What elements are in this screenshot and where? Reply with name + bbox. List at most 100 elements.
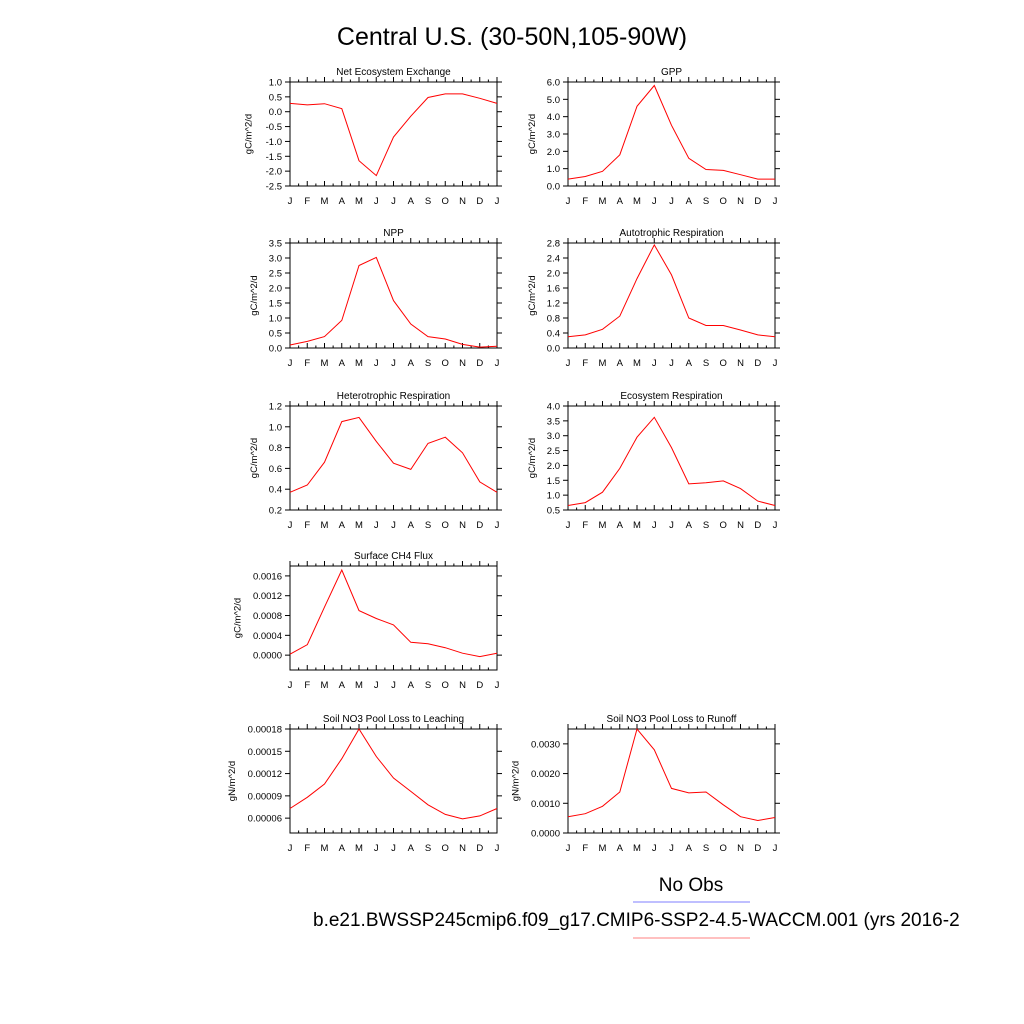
x-tick-label: M: [599, 358, 607, 369]
panel-title: NPP: [383, 228, 404, 239]
panel-title: Surface CH4 Flux: [354, 551, 433, 562]
x-tick-label: D: [476, 680, 483, 691]
y-tick-label: 4.0: [547, 402, 560, 413]
x-tick-label: M: [633, 196, 641, 207]
x-tick-label: J: [652, 520, 657, 531]
y-tick-label: 3.5: [547, 416, 560, 427]
y-tick-label: 0.00018: [248, 725, 282, 736]
x-tick-label: J: [773, 358, 778, 369]
y-tick-label: 3.0: [269, 254, 282, 265]
x-tick-label: D: [476, 520, 483, 531]
x-tick-label: J: [391, 843, 396, 854]
x-tick-label: J: [391, 196, 396, 207]
y-tick-label: 0.00015: [248, 747, 282, 758]
y-tick-label: 0.0: [547, 344, 560, 355]
y-tick-label: 2.5: [269, 269, 282, 280]
y-tick-label: 0.8: [269, 443, 282, 454]
x-tick-label: A: [686, 520, 693, 531]
y-tick-label: 5.0: [547, 95, 560, 106]
plot-frame: [567, 242, 776, 349]
y-tick-label: 0.8: [547, 314, 560, 325]
x-tick-label: M: [599, 520, 607, 531]
x-tick-label: J: [566, 520, 571, 531]
y-tick-label: 0.0030: [531, 739, 560, 750]
x-tick-label: O: [442, 196, 449, 207]
caption-text: b.e21.BWSSP245cmip6.f09_g17.CMIP6-SSP2-4…: [313, 910, 960, 931]
y-axis-label: gC/m^2/d: [249, 275, 260, 315]
y-tick-label: 1.0: [269, 78, 282, 89]
x-tick-label: J: [566, 843, 571, 854]
x-tick-label: A: [617, 358, 624, 369]
x-tick-label: J: [288, 358, 293, 369]
x-tick-label: N: [737, 358, 744, 369]
x-tick-label: J: [374, 196, 379, 207]
x-tick-label: M: [321, 843, 329, 854]
y-tick-label: 0.0008: [253, 611, 282, 622]
x-tick-label: D: [476, 196, 483, 207]
x-tick-label: O: [442, 843, 449, 854]
x-tick-label: A: [339, 680, 346, 691]
x-tick-label: A: [408, 520, 415, 531]
y-tick-label: 0.0: [269, 344, 282, 355]
y-tick-label: 0.00012: [248, 769, 282, 780]
y-tick-label: 0.5: [547, 506, 560, 517]
y-tick-label: 1.5: [547, 476, 560, 487]
x-tick-label: D: [754, 843, 761, 854]
x-tick-label: M: [321, 358, 329, 369]
y-tick-label: -0.5: [266, 122, 282, 133]
x-tick-label: O: [442, 680, 449, 691]
y-tick-label: 4.0: [547, 112, 560, 123]
panel-title: Heterotrophic Respiration: [337, 391, 450, 402]
series-line: [567, 727, 776, 822]
x-tick-label: J: [391, 520, 396, 531]
x-tick-label: A: [339, 520, 346, 531]
series-line: [567, 243, 776, 338]
y-tick-label: 0.5: [269, 92, 282, 103]
x-tick-label: J: [495, 196, 500, 207]
y-tick-label: 0.4: [269, 485, 282, 496]
plot-frame: [567, 81, 776, 187]
y-tick-label: 0.0000: [531, 829, 560, 840]
y-tick-label: 1.0: [269, 422, 282, 433]
x-tick-label: F: [582, 358, 588, 369]
x-tick-label: S: [425, 196, 431, 207]
x-tick-label: J: [288, 520, 293, 531]
y-tick-label: 1.5: [269, 299, 282, 310]
x-tick-label: J: [652, 358, 657, 369]
plot-frame: [289, 728, 498, 834]
x-tick-label: F: [304, 843, 310, 854]
series-line: [289, 93, 498, 177]
x-tick-label: S: [425, 520, 431, 531]
x-tick-label: N: [737, 196, 744, 207]
x-tick-label: J: [391, 680, 396, 691]
y-tick-label: 1.0: [547, 164, 560, 175]
x-tick-label: F: [582, 520, 588, 531]
x-tick-label: D: [476, 843, 483, 854]
x-tick-label: J: [773, 520, 778, 531]
x-tick-label: J: [669, 196, 674, 207]
y-axis-label: gC/m^2/d: [527, 275, 538, 315]
x-tick-label: J: [374, 680, 379, 691]
y-tick-label: 1.0: [547, 491, 560, 502]
x-tick-label: A: [617, 520, 624, 531]
x-tick-label: F: [304, 196, 310, 207]
legend: No Obs b.e21.BWSSP245cmip6.f09_g17.CMIP6…: [313, 875, 960, 939]
x-tick-label: A: [408, 196, 415, 207]
x-tick-label: J: [391, 358, 396, 369]
panel-title: Soil NO3 Pool Loss to Leaching: [323, 714, 464, 725]
series-line: [567, 84, 775, 180]
x-tick-label: F: [304, 358, 310, 369]
y-tick-label: 0.0016: [253, 571, 282, 582]
y-tick-label: 0.00009: [248, 791, 282, 802]
y-axis-label: gC/m^2/d: [249, 438, 260, 478]
y-tick-label: 2.0: [547, 461, 560, 472]
x-tick-label: J: [288, 196, 293, 207]
y-axis-label: gC/m^2/d: [243, 114, 254, 154]
x-tick-label: J: [374, 358, 379, 369]
